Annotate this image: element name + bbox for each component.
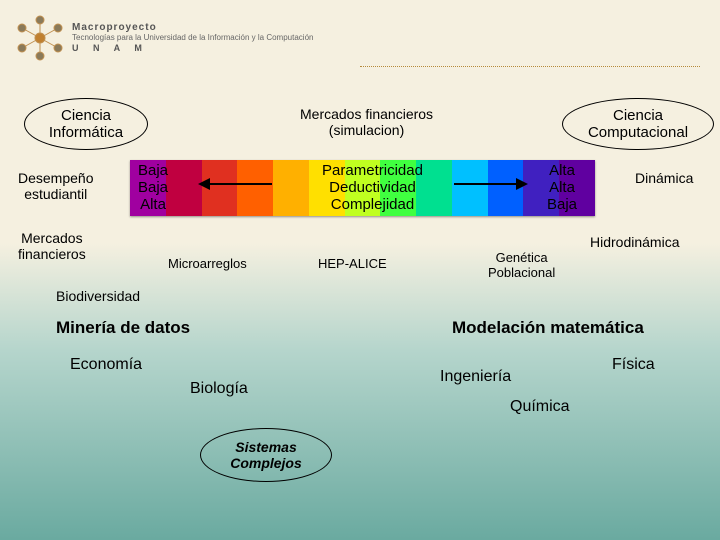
ellipse-right-line2: Computacional [588,124,688,141]
label-genetica: Genética Poblacional [488,250,555,280]
label-quimica: Química [510,398,570,416]
ellipse-left-line2: Informática [49,124,123,141]
label-mercados-l2: financieros [18,246,86,262]
ellipse-ciencia-computacional: Ciencia Computacional [562,98,714,150]
mid-top-line2: (simulacion) [300,122,433,138]
header-subtitle: Tecnologías para la Universidad de la In… [72,33,313,43]
arrow-left-icon [198,178,272,190]
arrow-right-icon [454,178,528,190]
header-title: Macroproyecto [72,23,313,33]
spec-center-1: Deductividad [303,179,443,196]
ellipse-bottom-line2: Complejos [230,455,302,471]
label-hep-alice: HEP-ALICE [318,256,387,271]
ellipse-ciencia-informatica: Ciencia Informática [24,98,148,150]
spec-center-0: Parametricidad [303,162,443,179]
ellipse-bottom-line1: Sistemas [235,439,296,455]
heading-modelacion: Modelación matemática [452,318,644,338]
header-divider [360,66,700,67]
spec-right-2: Baja [547,196,577,213]
label-desempeno: Desempeño estudiantil [18,170,94,202]
spec-left-0: Baja [138,162,168,179]
spectrum-right-labels: Alta Alta Baja [547,162,577,213]
label-desempeno-l2: estudiantil [18,186,94,202]
label-hidrodinamica: Hidrodinámica [590,234,679,250]
header-org: U N A M [72,43,313,53]
ellipse-left-line1: Ciencia [61,107,111,124]
label-ingenieria: Ingeniería [440,368,511,386]
header: Macroproyecto Tecnologías para la Univer… [14,14,354,62]
spec-left-1: Baja [138,179,168,196]
spectrum-left-labels: Baja Baja Alta [138,162,168,213]
label-microarreglos: Microarreglos [168,256,247,271]
label-mercados: Mercados financieros [18,230,86,262]
label-economia: Economía [70,356,142,374]
logo-icon [14,15,66,61]
label-mercados-simulacion: Mercados financieros (simulacion) [300,106,433,138]
spec-right-1: Alta [547,179,577,196]
label-desempeno-l1: Desempeño [18,170,94,186]
spec-right-0: Alta [547,162,577,179]
ellipse-right-line1: Ciencia [613,107,663,124]
header-text: Macroproyecto Tecnologías para la Univer… [72,23,313,53]
label-biologia: Biología [190,380,248,398]
ellipse-sistemas-complejos: Sistemas Complejos [200,428,332,482]
label-genetica-l1: Genética [488,250,555,265]
label-fisica: Física [612,356,655,374]
spectrum-center-labels: Parametricidad Deductividad Complejidad [303,162,443,213]
heading-mineria: Minería de datos [56,318,190,338]
label-mercados-l1: Mercados [18,230,86,246]
label-genetica-l2: Poblacional [488,265,555,280]
spec-left-2: Alta [138,196,168,213]
spec-center-2: Complejidad [303,196,443,213]
mid-top-line1: Mercados financieros [300,106,433,122]
label-dinamica: Dinámica [635,170,693,186]
label-biodiversidad: Biodiversidad [56,288,140,304]
